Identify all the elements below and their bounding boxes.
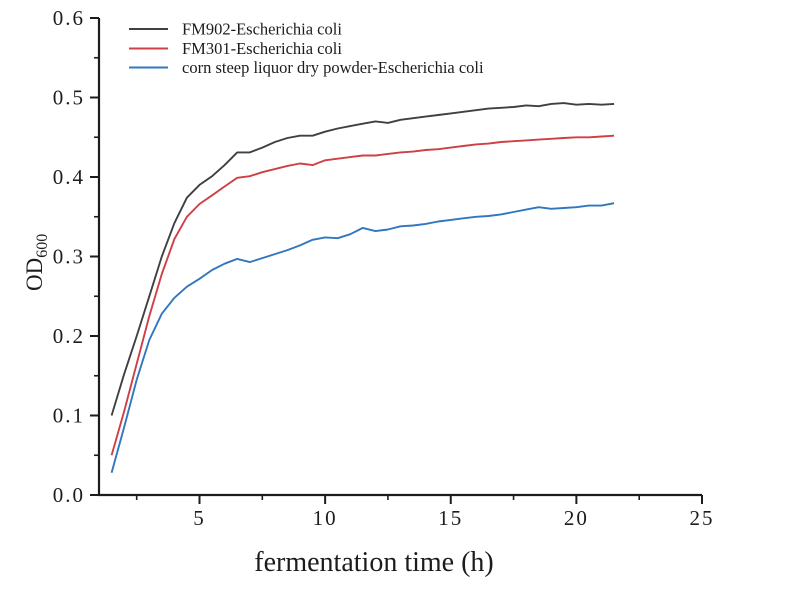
y-tick-label: 0.5: [53, 86, 85, 110]
legend-label-fm301-escherichia-coli: FM301-Escherichia coli: [182, 39, 342, 58]
legend: FM902-Escherichia coliFM301-Escherichia …: [129, 20, 484, 77]
legend-label-corn-steep-liquor-dry-powder: corn steep liquor dry powder-Escherichia…: [182, 58, 484, 77]
axis-spines: [97, 18, 702, 497]
x-axis-title: fermentation time (h): [254, 547, 493, 578]
x-tick-label: 20: [564, 506, 589, 530]
x-tick-label: 10: [313, 506, 338, 530]
axes-layer: 5 10 15 20 25 0.0 0.1 0.2 0.3 0.4 0.5 0.6: [53, 6, 715, 530]
y-tick-label: 0.6: [53, 6, 85, 30]
x-tick-label: 5: [193, 506, 206, 530]
series-line-fm902-escherichia-coli: [110, 102, 615, 416]
y-tick-label: 0.2: [53, 324, 85, 348]
y-axis-title: OD600: [22, 234, 51, 291]
y-tick-label: 0.1: [53, 404, 85, 428]
legend-label-fm902-escherichia-coli: FM902-Escherichia coli: [182, 20, 342, 39]
y-tick-label: 0.0: [53, 483, 85, 507]
series-line-fm301-escherichia-coli: [110, 134, 615, 456]
y-axis-title-text: OD: [22, 258, 47, 291]
y-axis-title-subscript: 600: [34, 234, 51, 258]
y-tick-label: 0.4: [53, 165, 85, 189]
series-line-corn-steep-liquor-dry-powder: [110, 202, 615, 473]
y-tick-label: 0.3: [53, 245, 85, 269]
series-layer: [110, 102, 615, 473]
x-tick-label: 15: [438, 506, 463, 530]
x-tick-label: 25: [690, 506, 715, 530]
